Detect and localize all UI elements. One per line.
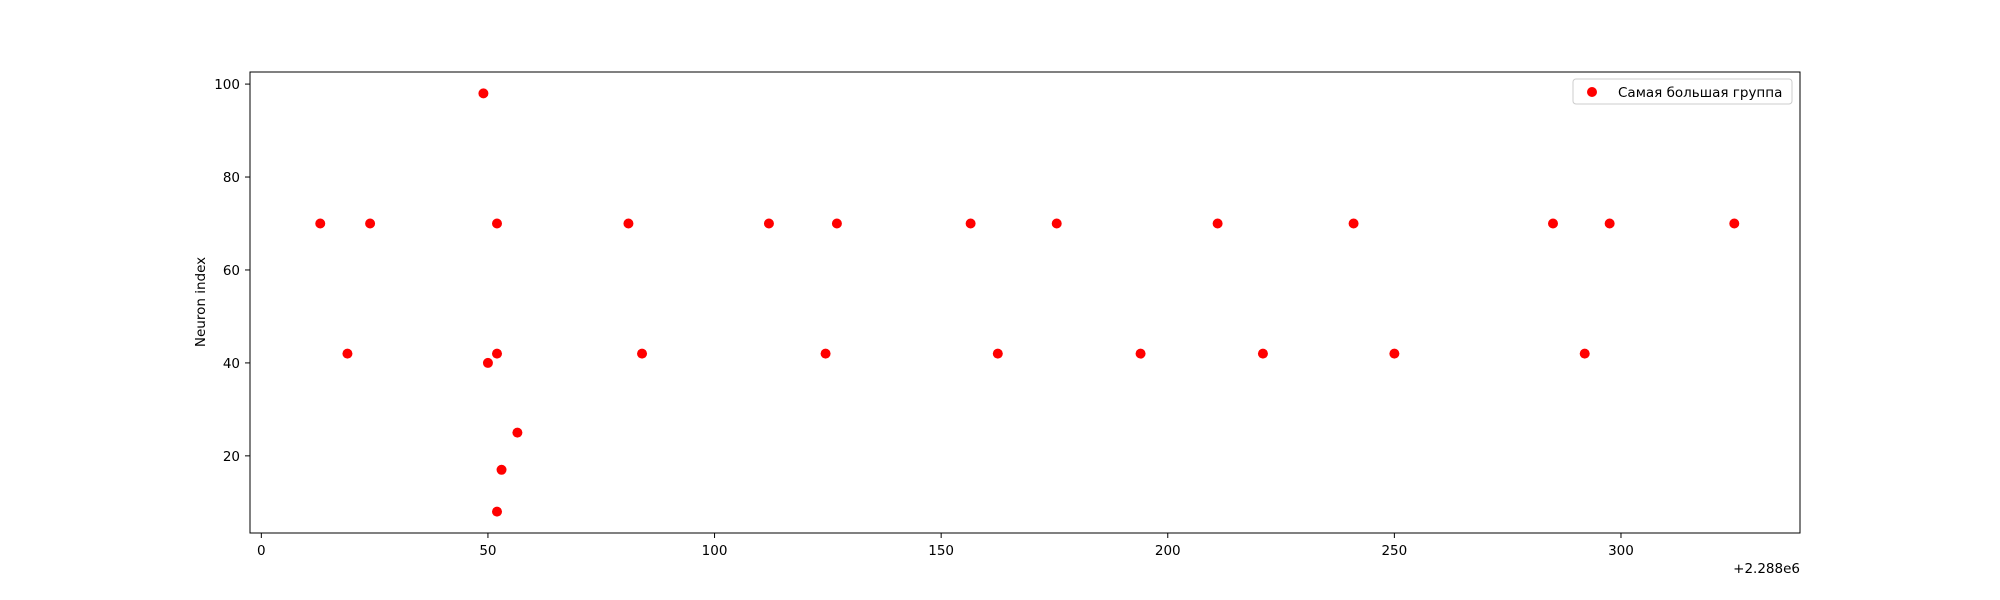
data-point bbox=[637, 348, 648, 359]
x-tick-label: 300 bbox=[1608, 543, 1634, 559]
x-tick-label: 200 bbox=[1155, 543, 1181, 559]
y-axis-label: Neuron index bbox=[193, 257, 209, 347]
data-point bbox=[1135, 348, 1146, 359]
data-point bbox=[1389, 348, 1400, 359]
data-point bbox=[342, 348, 353, 359]
data-point bbox=[512, 427, 523, 438]
y-tick-label: 100 bbox=[214, 77, 240, 93]
data-point bbox=[965, 218, 976, 229]
legend-marker bbox=[1587, 87, 1597, 97]
data-point bbox=[831, 218, 842, 229]
legend-box bbox=[1572, 78, 1793, 105]
data-point bbox=[820, 348, 831, 359]
x-tick-label: 0 bbox=[257, 543, 266, 559]
y-tick-label: 40 bbox=[223, 356, 240, 372]
data-point bbox=[1579, 348, 1590, 359]
legend-label: Самая большая группа bbox=[1618, 85, 1782, 101]
x-tick-label: 100 bbox=[702, 543, 728, 559]
data-point bbox=[482, 357, 493, 368]
x-axis-offset-label: +2.288e6 bbox=[1733, 561, 1800, 577]
y-axis-ticks: 20 40 60 80 100 bbox=[214, 77, 250, 465]
y-tick-label: 60 bbox=[223, 263, 240, 279]
data-point bbox=[1547, 218, 1558, 229]
data-point bbox=[1604, 218, 1615, 229]
data-point bbox=[492, 506, 503, 517]
data-point bbox=[365, 218, 376, 229]
data-points bbox=[315, 88, 1740, 517]
data-point bbox=[1212, 218, 1223, 229]
x-tick-label: 50 bbox=[479, 543, 496, 559]
y-tick-label: 80 bbox=[223, 170, 240, 186]
legend: Самая большая группа bbox=[1572, 78, 1793, 105]
x-axis-ticks: 0 50 100 150 200 250 300 bbox=[257, 533, 1634, 559]
data-point bbox=[478, 88, 489, 99]
data-point bbox=[1051, 218, 1062, 229]
data-point bbox=[763, 218, 774, 229]
data-point bbox=[1348, 218, 1359, 229]
x-tick-label: 250 bbox=[1381, 543, 1407, 559]
data-point bbox=[315, 218, 326, 229]
data-point bbox=[1729, 218, 1740, 229]
y-tick-label: 20 bbox=[223, 449, 240, 465]
data-point bbox=[496, 464, 507, 475]
data-point bbox=[1257, 348, 1268, 359]
data-point bbox=[492, 218, 503, 229]
data-point bbox=[992, 348, 1003, 359]
data-point bbox=[492, 348, 503, 359]
plot-area-frame bbox=[249, 71, 1801, 534]
x-tick-label: 150 bbox=[928, 543, 954, 559]
data-point bbox=[623, 218, 634, 229]
